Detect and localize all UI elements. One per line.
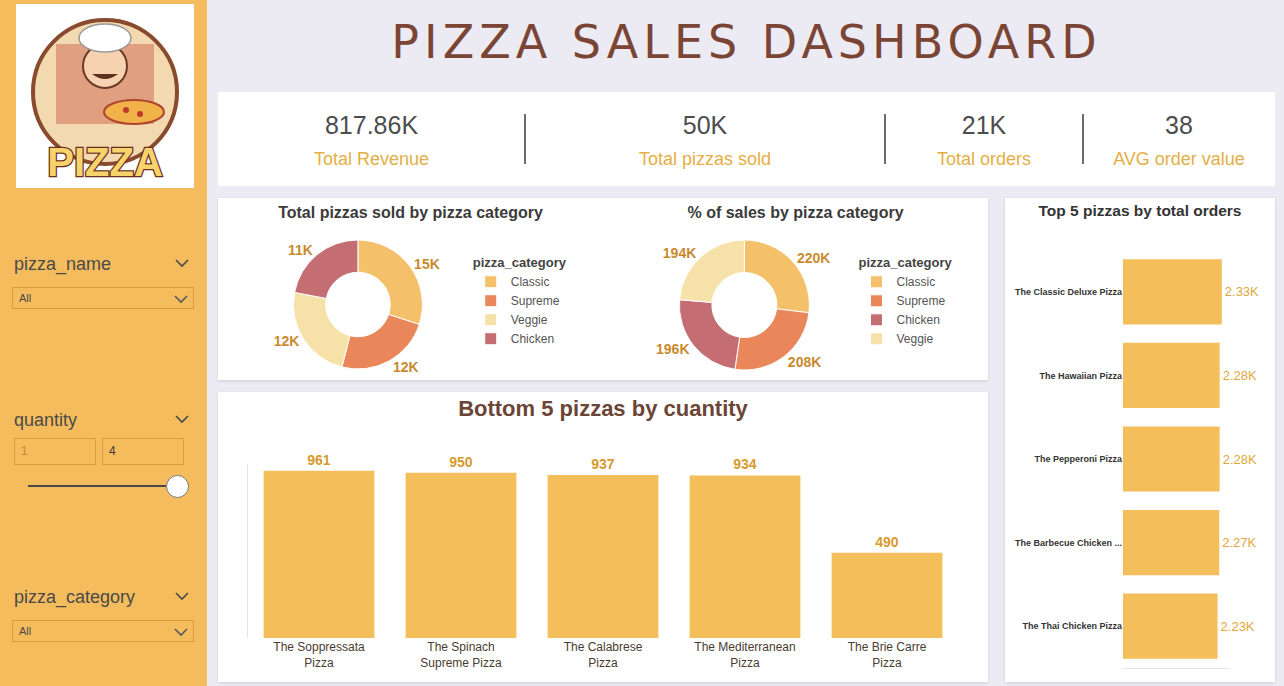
html-text:Total Revenue: Total Revenue xyxy=(314,149,429,169)
svg-text:PIZZA: PIZZA xyxy=(47,140,163,184)
svg-text:490: 490 xyxy=(875,534,899,550)
html-text:Total pizzas sold: Total pizzas sold xyxy=(639,149,771,169)
svg-text:Veggie: Veggie xyxy=(511,313,548,327)
svg-text:pizza_category: pizza_category xyxy=(473,255,567,270)
html-text:4: 4 xyxy=(109,444,116,458)
svg-text:% of sales by pizza category: % of sales by pizza category xyxy=(687,204,903,221)
html-text:pizza_category: pizza_category xyxy=(14,587,136,607)
svg-text:Supreme: Supreme xyxy=(511,294,560,308)
svg-text:196K: 196K xyxy=(656,341,689,357)
html-text:All: All xyxy=(19,292,32,304)
svg-text:2.27K: 2.27K xyxy=(1222,535,1256,550)
html-text:38: 38 xyxy=(1165,111,1193,139)
svg-text:2.23K: 2.23K xyxy=(1221,619,1255,634)
svg-text:The CalabresePizza: The CalabresePizza xyxy=(564,640,643,670)
html-text:quantity: quantity xyxy=(14,410,77,430)
svg-text:Supreme: Supreme xyxy=(897,294,946,308)
svg-text:Chicken: Chicken xyxy=(511,332,554,346)
html-text:1: 1 xyxy=(21,444,28,458)
svg-text:pizza_category: pizza_category xyxy=(859,255,953,270)
svg-text:12K: 12K xyxy=(274,333,300,349)
svg-text:The Thai Chicken Pizza: The Thai Chicken Pizza xyxy=(1022,621,1123,631)
svg-text:The Brie CarrePizza: The Brie CarrePizza xyxy=(848,640,927,670)
svg-text:Top 5 pizzas by total orders: Top 5 pizzas by total orders xyxy=(1039,202,1242,219)
svg-text:220K: 220K xyxy=(797,250,830,266)
svg-text:2.28K: 2.28K xyxy=(1223,452,1257,467)
svg-text:The Barbecue Chicken ...: The Barbecue Chicken ... xyxy=(1015,538,1122,548)
svg-text:194K: 194K xyxy=(663,245,696,261)
svg-text:Total pizzas sold by pizza cat: Total pizzas sold by pizza category xyxy=(278,204,543,221)
svg-text:Classic: Classic xyxy=(897,275,936,289)
svg-text:The SoppressataPizza: The SoppressataPizza xyxy=(273,640,365,670)
html-text:817.86K: 817.86K xyxy=(324,111,419,139)
svg-text:The Pepperoni Pizza: The Pepperoni Pizza xyxy=(1034,454,1123,464)
svg-text:Chicken: Chicken xyxy=(897,313,940,327)
svg-text:2.28K: 2.28K xyxy=(1223,368,1257,383)
svg-text:Classic: Classic xyxy=(511,275,550,289)
html-text:50K: 50K xyxy=(682,111,728,139)
html-text:pizza_name: pizza_name xyxy=(14,254,112,274)
svg-text:961: 961 xyxy=(307,452,331,468)
svg-text:Bottom 5 pizzas by cuantity: Bottom 5 pizzas by cuantity xyxy=(458,396,748,421)
svg-text:208K: 208K xyxy=(788,354,821,370)
html-text:Total orders: Total orders xyxy=(937,149,1031,169)
svg-text:934: 934 xyxy=(733,456,757,472)
svg-text:950: 950 xyxy=(449,454,473,470)
svg-text:11K: 11K xyxy=(288,242,313,258)
svg-text:The SpinachSupreme Pizza: The SpinachSupreme Pizza xyxy=(420,640,502,670)
html-text:All: All xyxy=(19,625,32,637)
svg-text:The Hawaiian Pizza: The Hawaiian Pizza xyxy=(1039,371,1123,381)
svg-text:The Classic Deluxe Pizza: The Classic Deluxe Pizza xyxy=(1015,287,1123,297)
svg-text:Veggie: Veggie xyxy=(897,332,934,346)
html-text:AVG order value: AVG order value xyxy=(1113,149,1245,169)
svg-text:15K: 15K xyxy=(414,256,440,272)
svg-text:937: 937 xyxy=(591,456,615,472)
html-text:21K: 21K xyxy=(961,111,1007,139)
svg-text:The MediterraneanPizza: The MediterraneanPizza xyxy=(694,640,795,670)
html-text:PIZZA SALES DASHBOARD: PIZZA SALES DASHBOARD xyxy=(391,15,1102,69)
svg-text:2.33K: 2.33K xyxy=(1225,284,1259,299)
svg-text:12K: 12K xyxy=(393,359,419,375)
